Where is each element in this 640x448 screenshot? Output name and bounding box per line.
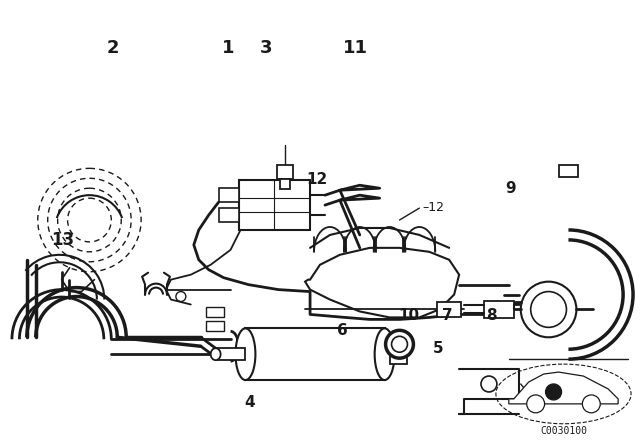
Ellipse shape xyxy=(211,348,221,360)
Bar xyxy=(219,208,239,222)
Text: 12: 12 xyxy=(306,172,328,187)
Ellipse shape xyxy=(236,328,255,380)
Text: –12: –12 xyxy=(422,201,444,214)
Bar xyxy=(484,301,514,319)
Bar xyxy=(277,165,293,179)
Bar xyxy=(390,344,408,364)
Bar xyxy=(280,179,290,189)
Bar xyxy=(559,165,579,177)
Text: 1: 1 xyxy=(221,39,234,57)
Circle shape xyxy=(527,395,545,413)
Bar xyxy=(219,188,239,202)
Polygon shape xyxy=(305,248,459,318)
Text: 2: 2 xyxy=(107,39,120,57)
Text: C0030100: C0030100 xyxy=(540,426,587,436)
Circle shape xyxy=(521,282,577,337)
Text: 9: 9 xyxy=(506,181,516,196)
Ellipse shape xyxy=(374,328,394,380)
Circle shape xyxy=(545,384,561,400)
Text: 6: 6 xyxy=(337,323,348,338)
Bar xyxy=(205,321,223,332)
Text: 8: 8 xyxy=(486,308,497,323)
Circle shape xyxy=(582,395,600,413)
Text: 13: 13 xyxy=(51,231,74,249)
Text: 4: 4 xyxy=(244,395,255,409)
Bar xyxy=(246,328,385,380)
Bar xyxy=(205,307,223,318)
Circle shape xyxy=(481,376,497,392)
Text: 3: 3 xyxy=(260,39,272,57)
Text: 11: 11 xyxy=(342,39,367,57)
Circle shape xyxy=(385,330,413,358)
Text: 5: 5 xyxy=(433,341,443,356)
Bar xyxy=(216,348,246,360)
Bar xyxy=(239,180,310,230)
Bar xyxy=(437,302,461,318)
Polygon shape xyxy=(509,372,618,404)
Text: 7: 7 xyxy=(442,308,452,323)
Text: 10: 10 xyxy=(399,308,420,323)
